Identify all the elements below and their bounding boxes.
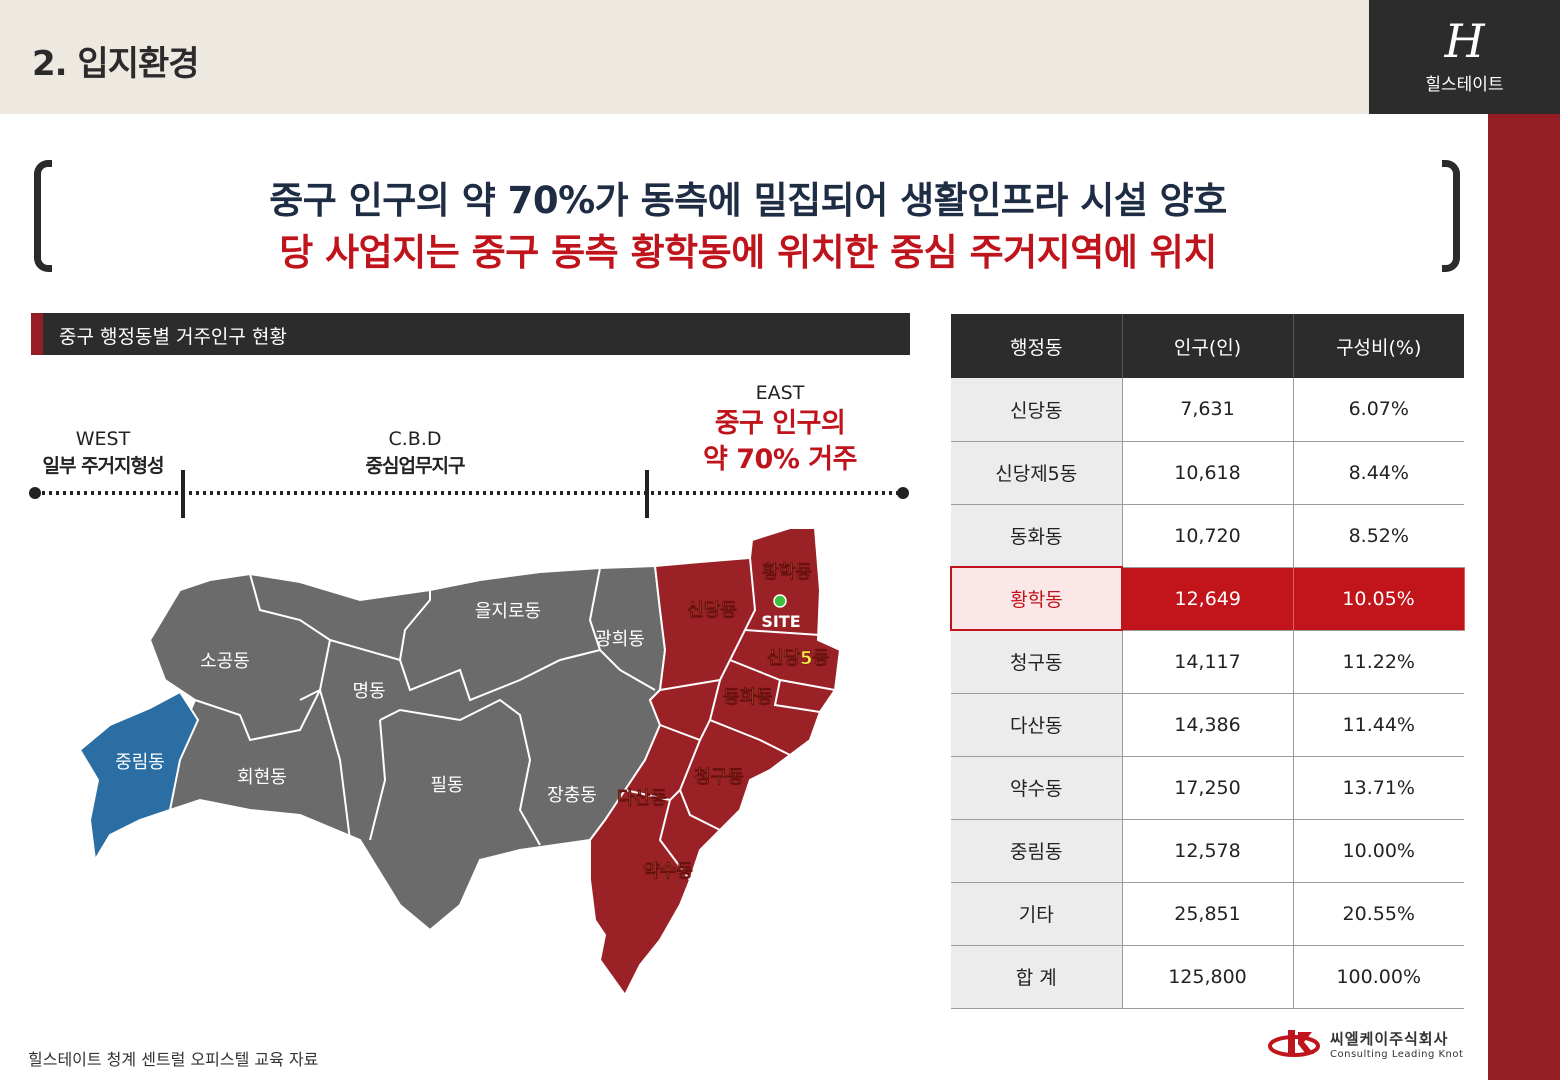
table-row-total: 합 계 125,800 100.00%	[951, 945, 1464, 1009]
col-header-ratio: 구성비(%)	[1293, 314, 1464, 378]
site-marker: SITE	[761, 594, 801, 631]
right-bracket	[1442, 160, 1460, 272]
zone-west: WEST 일부 주거지형성	[28, 426, 178, 480]
cell-ratio: 11.22%	[1293, 630, 1464, 694]
company-logo-icon	[1268, 1030, 1320, 1057]
population-table: 행정동 인구(인) 구성비(%) 신당동 7,631 6.07% 신당제5동 1…	[950, 314, 1465, 1009]
cell-district: 약수동	[951, 756, 1123, 820]
map-label-dasan: 다산동	[617, 788, 667, 809]
section-bar: 중구 행정동별 거주인구 현황	[31, 313, 910, 355]
zone-east-kr-2: 약 70% 거주	[703, 444, 857, 475]
zone-east-en: EAST	[755, 382, 805, 404]
district-junglim	[78, 690, 200, 863]
cell-ratio: 8.44%	[1293, 441, 1464, 505]
cell-population: 25,851	[1122, 882, 1294, 946]
table-row: 기타 25,851 20.55%	[951, 882, 1464, 946]
cell-district: 청구동	[951, 630, 1123, 694]
cell-district: 신당제5동	[951, 441, 1123, 505]
district-gray-area	[148, 564, 667, 932]
cell-ratio: 10.05%	[1293, 567, 1465, 631]
table-row: 신당동 7,631 6.07%	[951, 378, 1464, 442]
zone-cbd: C.B.D 중심업무지구	[340, 426, 490, 480]
cell-population: 14,386	[1122, 693, 1294, 757]
cell-population: 12,578	[1122, 819, 1294, 883]
map-label-sindang: 신당동	[687, 600, 737, 621]
map-label-site: SITE	[761, 612, 800, 631]
cell-district: 중림동	[951, 819, 1123, 883]
map-label-hwanghak: 황학동	[762, 561, 812, 583]
table-row: 신당제5동 10,618 8.44%	[951, 441, 1464, 505]
site-dot-icon	[773, 594, 787, 608]
cell-ratio: 8.52%	[1293, 504, 1464, 568]
right-accent-bar	[1488, 114, 1560, 1080]
headline-line1: 중구 인구의 약 70%가 동측에 밀집되어 생활인프라 시설 양호	[269, 179, 1227, 222]
district-east-borders	[624, 557, 836, 881]
table-row: 중림동 12,578 10.00%	[951, 819, 1464, 883]
district-map: 소공동 을지로동 광희동 명동 중림동 회현동 필동 장충동 신당동 황학동 신…	[29, 470, 909, 997]
cell-district: 동화동	[951, 504, 1123, 568]
cell-district: 합 계	[951, 945, 1123, 1009]
map-label-yaksu: 약수동	[643, 860, 693, 882]
zone-west-en: WEST	[75, 428, 131, 450]
table-row: 청구동 14,117 11.22%	[951, 630, 1464, 694]
cell-population: 17,250	[1122, 756, 1294, 820]
table-row: 다산동 14,386 11.44%	[951, 693, 1464, 757]
cell-population: 14,117	[1122, 630, 1294, 694]
map-label-euljiro: 을지로동	[475, 601, 541, 622]
company-tagline: Consulting Leading Knot	[1330, 1049, 1464, 1060]
section-title: 중구 행정동별 거주인구 현황	[59, 326, 287, 348]
cell-ratio: 20.55%	[1293, 882, 1464, 946]
cell-population: 10,618	[1122, 441, 1294, 505]
zone-east: EAST 중구 인구의 약 70% 거주	[700, 380, 860, 478]
map-label-hoehyeon: 회현동	[237, 767, 287, 788]
cell-district: 황학동	[950, 566, 1123, 631]
map-label-gwanghui: 광희동	[595, 629, 645, 650]
header-bar: 2. 입지환경	[0, 0, 1369, 114]
table-row: 약수동 17,250 13.71%	[951, 756, 1464, 820]
cell-ratio: 13.71%	[1293, 756, 1464, 820]
cell-population: 12,649	[1122, 567, 1294, 631]
zone-axis	[29, 470, 909, 518]
cell-district: 기타	[951, 882, 1123, 946]
cell-population: 7,631	[1122, 378, 1294, 442]
table-header-row: 행정동 인구(인) 구성비(%)	[951, 314, 1464, 378]
cell-population: 125,800	[1122, 945, 1294, 1009]
cell-district: 다산동	[951, 693, 1123, 757]
map-label-jangchung: 장충동	[547, 785, 597, 806]
brand-logo: H 힐스테이트	[1369, 0, 1560, 114]
headline-line2: 당 사업지는 중구 동측 황학동에 위치한 중심 주거지역에 위치	[279, 231, 1217, 274]
cell-ratio: 11.44%	[1293, 693, 1464, 757]
logo-text: 힐스테이트	[1425, 75, 1504, 95]
left-bracket	[34, 160, 52, 272]
col-header-district: 행정동	[951, 314, 1123, 378]
district-borders	[194, 567, 656, 846]
footer-text: 힐스테이트 청계 센트럴 오피스텔 교육 자료	[28, 1050, 319, 1069]
cell-ratio: 100.00%	[1293, 945, 1464, 1009]
zone-cbd-kr: 중심업무지구	[365, 455, 466, 477]
logo-mark-icon: H	[1444, 14, 1485, 68]
map-label-myeong: 명동	[352, 681, 385, 702]
company-name: 씨엘케이주식회사	[1330, 1030, 1449, 1048]
cell-ratio: 10.00%	[1293, 819, 1464, 883]
zone-cbd-en: C.B.D	[388, 428, 442, 450]
col-header-population: 인구(인)	[1122, 314, 1294, 378]
map-label-donghwa: 동화동	[723, 687, 773, 708]
map-label-sindang5: 신당5동	[767, 648, 829, 669]
zone-west-kr: 일부 주거지형성	[42, 455, 165, 477]
cell-ratio: 6.07%	[1293, 378, 1464, 442]
map-label-junglim: 중림동	[115, 752, 165, 773]
cell-district: 신당동	[951, 378, 1123, 442]
map-label-sogong: 소공동	[200, 651, 250, 672]
map-label-pil: 필동	[430, 775, 463, 796]
table-row-highlighted: 황학동 12,649 10.05%	[950, 566, 1465, 631]
cell-population: 10,720	[1122, 504, 1294, 568]
zone-east-kr-1: 중구 인구의	[714, 408, 846, 439]
page-title: 2. 입지환경	[32, 44, 200, 84]
map-label-cheonggu: 청구동	[694, 767, 744, 788]
table-row: 동화동 10,720 8.52%	[951, 504, 1464, 568]
